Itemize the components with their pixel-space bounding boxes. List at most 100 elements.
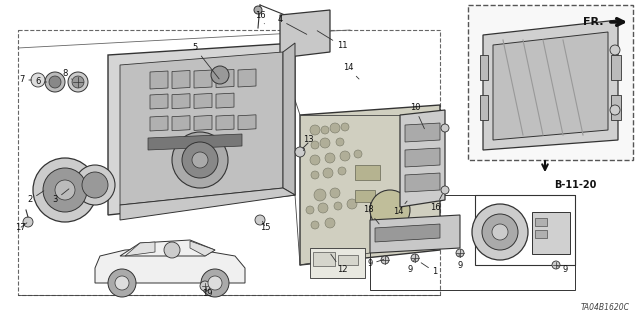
Polygon shape bbox=[238, 115, 256, 130]
Bar bbox=[475, 195, 575, 265]
Polygon shape bbox=[150, 116, 168, 131]
Bar bbox=[535, 218, 547, 226]
Polygon shape bbox=[216, 70, 234, 87]
Circle shape bbox=[311, 221, 319, 229]
Circle shape bbox=[45, 72, 65, 92]
Circle shape bbox=[318, 203, 328, 213]
Bar bbox=[338, 255, 358, 265]
Circle shape bbox=[341, 123, 349, 131]
Polygon shape bbox=[370, 215, 460, 253]
Bar bbox=[370, 195, 575, 290]
Text: B-11-20: B-11-20 bbox=[554, 180, 596, 190]
Polygon shape bbox=[405, 173, 440, 192]
Polygon shape bbox=[172, 116, 190, 131]
Text: 18: 18 bbox=[363, 205, 379, 224]
Text: 6: 6 bbox=[35, 78, 47, 86]
Text: 2: 2 bbox=[28, 191, 44, 204]
Text: 17: 17 bbox=[15, 223, 27, 233]
Circle shape bbox=[23, 217, 33, 227]
Circle shape bbox=[43, 168, 87, 212]
Circle shape bbox=[49, 76, 61, 88]
Text: 11: 11 bbox=[317, 31, 348, 50]
Text: 13: 13 bbox=[303, 136, 314, 151]
Polygon shape bbox=[125, 242, 155, 256]
Text: 3: 3 bbox=[52, 189, 69, 204]
Text: 9: 9 bbox=[458, 254, 463, 270]
Circle shape bbox=[33, 158, 97, 222]
Bar bbox=[535, 230, 547, 238]
Circle shape bbox=[325, 153, 335, 163]
Circle shape bbox=[381, 256, 389, 264]
Bar bbox=[355, 165, 380, 180]
Circle shape bbox=[321, 126, 329, 134]
Circle shape bbox=[610, 105, 620, 115]
Circle shape bbox=[75, 165, 115, 205]
Polygon shape bbox=[108, 43, 295, 215]
Circle shape bbox=[255, 215, 265, 225]
Text: 15: 15 bbox=[260, 221, 270, 232]
Text: 14: 14 bbox=[343, 63, 359, 79]
Polygon shape bbox=[150, 94, 168, 109]
Circle shape bbox=[340, 151, 350, 161]
Bar bbox=[611, 55, 621, 80]
Polygon shape bbox=[405, 123, 440, 142]
Polygon shape bbox=[120, 52, 283, 205]
Text: 12: 12 bbox=[331, 254, 348, 275]
Circle shape bbox=[306, 206, 314, 214]
Polygon shape bbox=[194, 93, 212, 108]
Circle shape bbox=[325, 218, 335, 228]
Circle shape bbox=[115, 276, 129, 290]
Circle shape bbox=[441, 124, 449, 132]
Circle shape bbox=[108, 269, 136, 297]
Polygon shape bbox=[194, 115, 212, 130]
Polygon shape bbox=[283, 43, 295, 195]
Circle shape bbox=[82, 172, 108, 198]
Polygon shape bbox=[194, 70, 212, 88]
Circle shape bbox=[72, 76, 84, 88]
Text: 1: 1 bbox=[421, 263, 438, 277]
Polygon shape bbox=[405, 148, 440, 167]
Circle shape bbox=[311, 171, 319, 179]
Bar bbox=[310, 248, 365, 278]
Circle shape bbox=[182, 142, 218, 178]
Circle shape bbox=[338, 167, 346, 175]
Polygon shape bbox=[190, 241, 215, 256]
Circle shape bbox=[347, 199, 357, 209]
Text: 10: 10 bbox=[410, 103, 424, 129]
Circle shape bbox=[552, 261, 560, 269]
Circle shape bbox=[456, 249, 464, 257]
Text: 8: 8 bbox=[62, 70, 72, 79]
Circle shape bbox=[310, 125, 320, 135]
Circle shape bbox=[354, 150, 362, 158]
Text: FR.: FR. bbox=[582, 17, 603, 27]
Bar bbox=[532, 212, 570, 254]
Text: 9: 9 bbox=[557, 265, 568, 275]
Circle shape bbox=[172, 132, 228, 188]
Polygon shape bbox=[172, 70, 190, 88]
Polygon shape bbox=[172, 94, 190, 109]
Circle shape bbox=[370, 190, 410, 230]
Text: 9: 9 bbox=[367, 259, 384, 269]
Circle shape bbox=[200, 281, 210, 291]
Bar bbox=[313, 252, 335, 266]
Bar bbox=[611, 95, 621, 120]
Bar bbox=[468, 5, 633, 160]
Circle shape bbox=[208, 276, 222, 290]
Bar bbox=[355, 190, 375, 202]
Text: TA04B1620C: TA04B1620C bbox=[581, 303, 630, 312]
Polygon shape bbox=[148, 134, 242, 150]
Circle shape bbox=[311, 141, 319, 149]
Circle shape bbox=[31, 73, 45, 87]
Polygon shape bbox=[120, 188, 295, 220]
Circle shape bbox=[164, 242, 180, 258]
Circle shape bbox=[411, 254, 419, 262]
Circle shape bbox=[334, 202, 342, 210]
Circle shape bbox=[492, 224, 508, 240]
Polygon shape bbox=[280, 10, 330, 58]
Circle shape bbox=[211, 66, 229, 84]
Text: 9: 9 bbox=[408, 259, 415, 275]
Circle shape bbox=[68, 72, 88, 92]
Bar bbox=[18, 30, 440, 295]
Circle shape bbox=[295, 147, 305, 157]
Text: 19: 19 bbox=[202, 287, 212, 298]
